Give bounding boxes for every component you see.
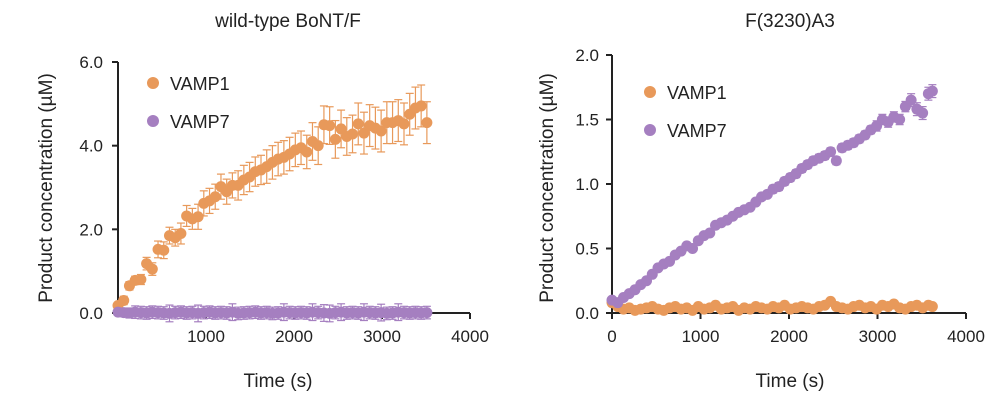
data-point-vamp1 <box>146 263 158 275</box>
x-tick-label-left: 3000 <box>363 327 401 346</box>
data-point-vamp1 <box>301 146 313 158</box>
y-tick-label-left: 2.0 <box>79 220 103 239</box>
data-point-vamp7 <box>905 94 917 106</box>
legend-right: VAMP1 VAMP7 <box>644 83 727 141</box>
data-point-vamp7 <box>917 107 929 119</box>
chart-panel-right: F(3230)A3 Time (s) Product concentration… <box>537 11 985 392</box>
plot-area-right: 0.0 0.5 1.0 1.5 2.0 0 1000 2000 3000 4000 <box>575 46 985 346</box>
series-vamp7-left <box>112 303 433 323</box>
legend-label-vamp1-left: VAMP1 <box>170 74 230 94</box>
legend-left: VAMP1 VAMP7 <box>147 74 230 132</box>
y-axis-label-right: Product concentration (µM) <box>537 73 558 303</box>
x-tick-label-right: 3000 <box>859 327 897 346</box>
y-tick-label-right: 2.0 <box>575 46 599 65</box>
series-vamp1-left <box>112 84 433 311</box>
legend-marker-vamp7-right <box>644 124 656 136</box>
chart-title-left: wild-type BoNT/F <box>214 11 361 32</box>
series-vamp1-right <box>606 295 938 316</box>
x-tick-label-right: 0 <box>607 327 616 346</box>
y-tick-label-left: 0.0 <box>79 304 103 323</box>
chart-panel-left: wild-type BoNT/F Time (s) Product concen… <box>36 11 489 392</box>
data-point-vamp1 <box>352 118 364 130</box>
data-point-vamp1 <box>347 128 359 140</box>
data-point-vamp1 <box>324 120 336 132</box>
y-tick-label-right: 1.0 <box>575 175 599 194</box>
x-tick-label-right: 4000 <box>947 327 985 346</box>
y-tick-label-right: 1.5 <box>575 111 599 130</box>
x-tick-label-right: 1000 <box>682 327 720 346</box>
y-tick-label-right: 0.0 <box>575 304 599 323</box>
data-point-vamp1 <box>398 118 410 130</box>
data-point-vamp7 <box>830 155 842 167</box>
data-point-vamp7 <box>926 85 938 97</box>
data-point-vamp7 <box>687 243 699 254</box>
x-tick-label-right: 2000 <box>770 327 808 346</box>
data-point-vamp1 <box>421 117 433 129</box>
data-point-vamp7 <box>825 146 837 158</box>
data-point-vamp1 <box>415 100 427 112</box>
data-point-vamp1 <box>335 123 347 135</box>
data-point-vamp7 <box>894 114 906 125</box>
data-point-vamp1 <box>329 133 341 145</box>
data-point-vamp1 <box>312 140 324 152</box>
legend-marker-vamp1-left <box>147 77 159 89</box>
data-point-vamp1 <box>375 125 387 137</box>
y-tick-label-left: 4.0 <box>79 137 103 156</box>
legend-label-vamp1-right: VAMP1 <box>667 83 727 103</box>
data-point-vamp7 <box>421 307 433 319</box>
data-point-vamp1 <box>118 294 130 306</box>
x-tick-label-left: 1000 <box>187 327 225 346</box>
x-tick-label-left: 2000 <box>275 327 313 346</box>
data-point-vamp1 <box>192 211 204 223</box>
data-point-vamp1 <box>358 127 370 139</box>
legend-marker-vamp7-left <box>147 115 159 127</box>
y-axis-label-left: Product concentration (µM) <box>36 73 57 303</box>
legend-label-vamp7-left: VAMP7 <box>170 112 230 132</box>
data-point-vamp1 <box>209 191 221 203</box>
x-axis-label-right: Time (s) <box>756 371 825 392</box>
y-tick-label-right: 0.5 <box>575 240 599 259</box>
legend-marker-vamp1-right <box>644 86 656 98</box>
legend-label-vamp7-right: VAMP7 <box>667 121 727 141</box>
chart-title-right: F(3230)A3 <box>745 11 835 32</box>
x-tick-label-left: 4000 <box>451 327 489 346</box>
data-point-vamp1 <box>158 244 170 256</box>
data-point-vamp1 <box>175 228 187 240</box>
data-point-vamp1 <box>135 274 147 286</box>
plot-area-left: 0.0 2.0 4.0 6.0 1000 2000 3000 4000 <box>79 53 489 346</box>
series-vamp7-right <box>606 84 938 309</box>
data-point-vamp1 <box>926 301 938 313</box>
y-tick-label-left: 6.0 <box>79 53 103 72</box>
data-point-vamp7 <box>704 227 716 239</box>
x-axis-label-left: Time (s) <box>244 371 313 392</box>
